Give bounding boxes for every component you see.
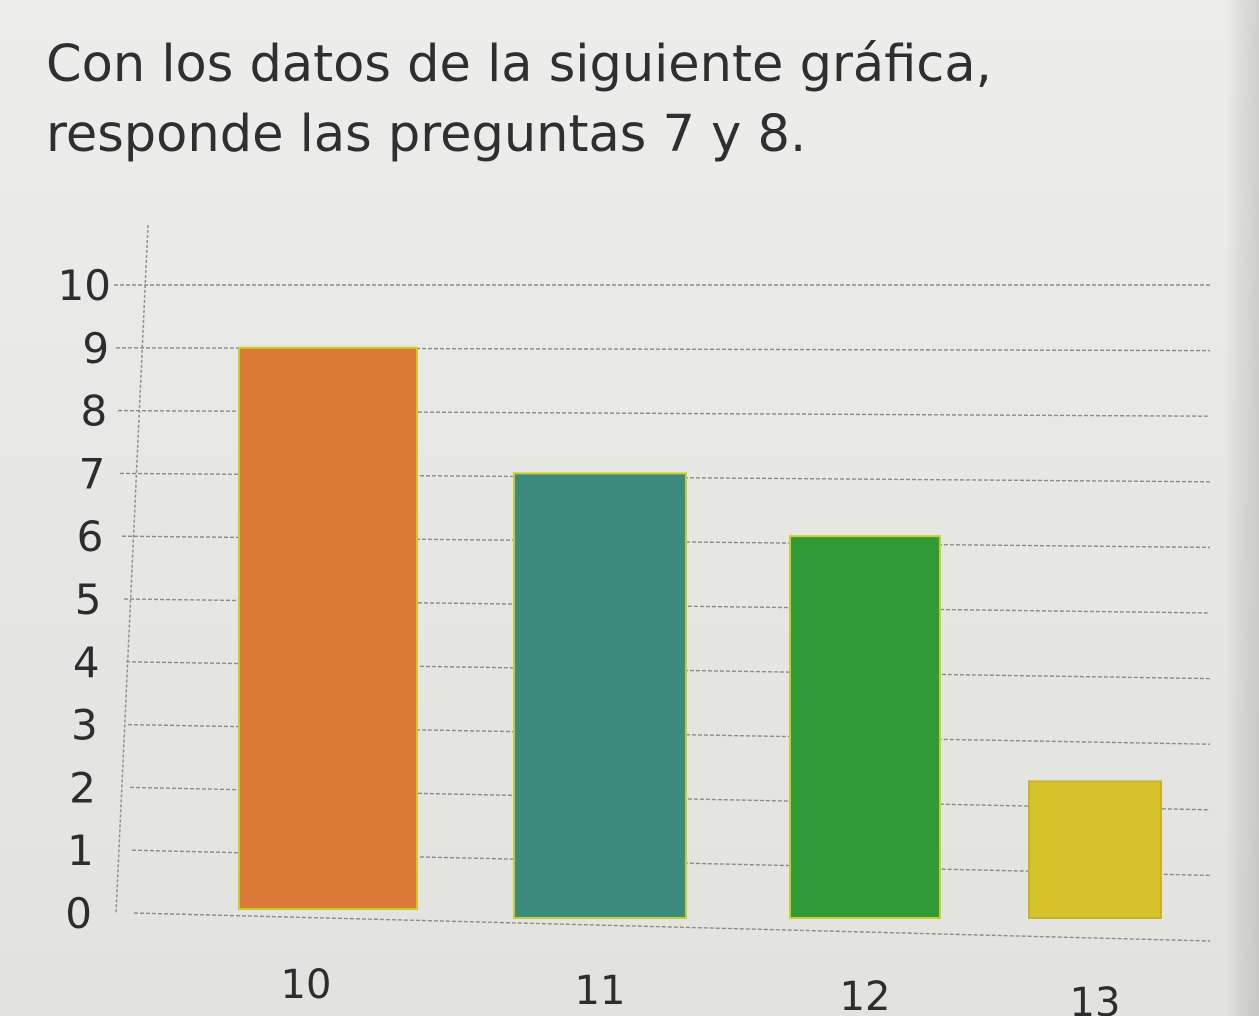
y-tick-label: 4 — [73, 638, 100, 687]
bar-11 — [513, 472, 687, 919]
instruction-line-1: Con los datos de la siguiente gráfica, — [46, 35, 992, 94]
instruction-text: Con los datos de la siguiente gráfica, r… — [46, 30, 1206, 170]
y-tick-label: 10 — [58, 261, 111, 310]
y-tick-label: 8 — [80, 387, 107, 436]
bar-13 — [1028, 780, 1162, 920]
bar-chart: 0 1 2 3 4 5 6 7 8 9 10 10 11 12 13 — [0, 210, 1259, 1016]
y-tick-label: 9 — [82, 324, 109, 373]
y-axis-line — [115, 224, 149, 914]
y-tick-label: 0 — [65, 889, 92, 938]
gridline — [133, 912, 1211, 942]
x-axis-labels: 10 11 12 13 — [281, 962, 1121, 1016]
bar-12 — [789, 535, 941, 919]
y-tick-label: 3 — [71, 701, 98, 750]
y-tick-label: 2 — [69, 763, 96, 812]
y-tick-label: 6 — [77, 512, 104, 561]
x-tick-label-12: 12 — [840, 974, 891, 1016]
x-tick-label-10: 10 — [281, 962, 332, 1008]
x-tick-label-13: 13 — [1070, 980, 1121, 1016]
y-tick-label: 1 — [67, 826, 94, 875]
bar-10 — [238, 346, 418, 911]
x-tick-label-11: 11 — [575, 968, 626, 1014]
y-axis: 0 1 2 3 4 5 6 7 8 9 10 — [58, 224, 149, 938]
instruction-line-2: responde las preguntas 7 y 8. — [46, 105, 807, 164]
bars-layer — [238, 346, 1162, 920]
y-tick-label: 7 — [79, 449, 106, 498]
y-tick-label: 5 — [75, 575, 102, 624]
